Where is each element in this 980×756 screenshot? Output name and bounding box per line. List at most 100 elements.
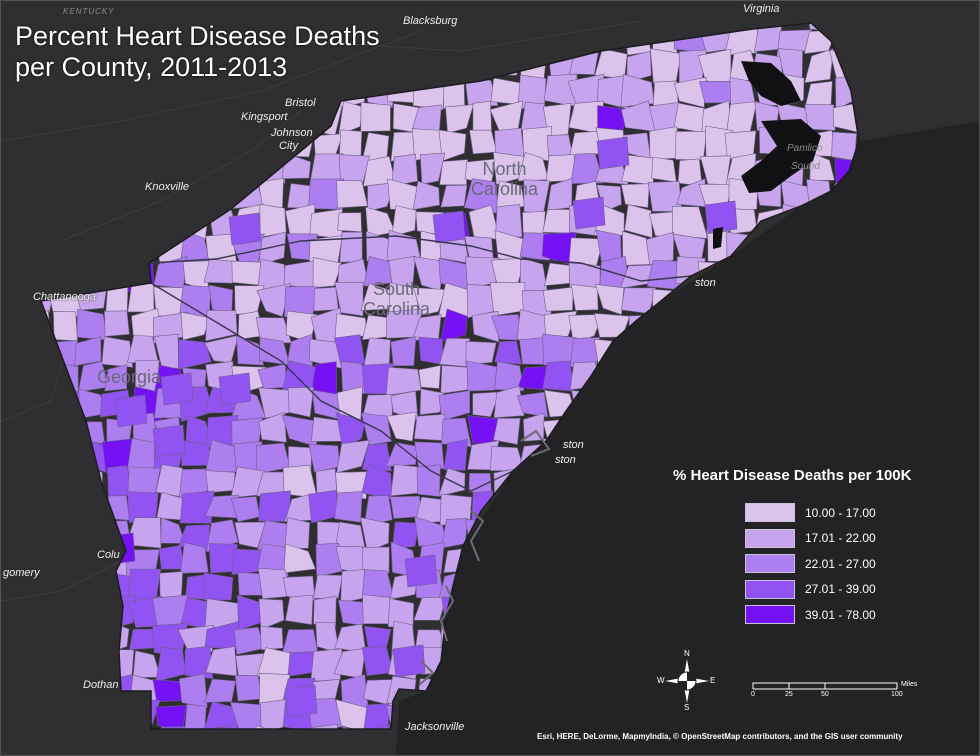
county-polygon[interactable] [205,470,236,493]
county-polygon[interactable] [203,724,239,755]
county-polygon[interactable] [419,152,446,185]
county-polygon[interactable] [418,336,444,366]
county-polygon[interactable] [570,153,605,184]
county-polygon[interactable] [385,442,419,467]
county-polygon[interactable] [570,283,599,311]
county-polygon[interactable] [334,281,364,317]
county-polygon[interactable] [542,286,574,312]
county-polygon[interactable] [284,684,318,718]
county-polygon[interactable] [651,156,677,183]
county-polygon[interactable] [438,390,471,422]
county-polygon[interactable] [392,644,426,678]
county-polygon[interactable] [519,336,547,365]
county-polygon[interactable] [363,703,390,733]
county-polygon[interactable] [645,231,675,266]
county-polygon[interactable] [388,255,416,288]
county-polygon[interactable] [494,340,522,365]
county-polygon[interactable] [178,673,208,708]
county-polygon[interactable] [360,102,391,132]
county-polygon[interactable] [336,180,369,209]
county-polygon[interactable] [308,444,341,473]
county-polygon[interactable] [439,308,468,343]
county-polygon[interactable] [466,360,498,392]
county-polygon[interactable] [542,360,574,392]
county-polygon[interactable] [673,102,706,134]
county-polygon[interactable] [313,286,339,312]
county-polygon[interactable] [516,391,549,418]
county-polygon[interactable] [440,184,468,208]
county-polygon[interactable] [335,521,366,550]
county-polygon[interactable] [155,726,186,755]
county-polygon[interactable] [229,702,266,731]
county-polygon[interactable] [362,546,390,575]
county-polygon[interactable] [472,391,501,418]
county-polygon[interactable] [626,50,652,84]
county-polygon[interactable] [208,284,233,314]
county-polygon[interactable] [517,366,552,391]
county-polygon[interactable] [465,341,497,366]
county-polygon[interactable] [308,178,344,210]
county-polygon[interactable] [258,490,291,522]
county-polygon[interactable] [234,674,263,702]
county-polygon[interactable] [228,212,262,246]
county-polygon[interactable] [391,521,420,550]
county-polygon[interactable] [489,282,526,317]
county-polygon[interactable] [127,491,159,524]
county-polygon[interactable] [258,598,285,630]
county-polygon[interactable] [336,439,370,474]
county-polygon[interactable] [363,495,393,526]
county-polygon[interactable] [313,595,337,628]
county-polygon[interactable] [472,100,492,133]
county-polygon[interactable] [362,337,391,371]
county-polygon[interactable] [831,131,857,161]
county-polygon[interactable] [543,310,578,338]
county-polygon[interactable] [471,310,500,343]
county-polygon[interactable] [493,385,525,419]
county-polygon[interactable] [260,626,284,651]
county-polygon[interactable] [283,543,316,574]
county-polygon[interactable] [361,442,392,472]
county-polygon[interactable] [495,204,523,238]
county-polygon[interactable] [310,723,338,755]
county-polygon[interactable] [104,310,130,337]
county-polygon[interactable] [285,594,314,625]
county-polygon[interactable] [804,104,836,131]
county-polygon[interactable] [184,703,207,732]
county-polygon[interactable] [258,411,287,443]
county-polygon[interactable] [650,48,682,84]
county-polygon[interactable] [418,364,441,389]
county-polygon[interactable] [203,258,237,284]
county-polygon[interactable] [104,364,128,392]
county-polygon[interactable] [673,76,707,108]
county-polygon[interactable] [360,724,390,753]
county-polygon[interactable] [390,336,417,366]
county-polygon[interactable] [404,554,438,588]
county-polygon[interactable] [259,203,287,238]
county-polygon[interactable] [258,231,287,266]
county-polygon[interactable] [419,388,445,416]
county-polygon[interactable] [76,308,108,341]
county-polygon[interactable] [386,411,417,442]
county-polygon[interactable] [412,180,440,211]
county-polygon[interactable] [284,517,310,549]
county-polygon[interactable] [218,372,252,406]
county-polygon[interactable] [160,372,194,406]
county-polygon[interactable] [180,311,211,341]
county-polygon[interactable] [308,698,344,729]
county-polygon[interactable] [180,542,209,574]
county-polygon[interactable] [698,80,735,104]
county-polygon[interactable] [675,131,707,161]
county-polygon[interactable] [445,104,474,134]
county-polygon[interactable] [439,159,469,186]
county-polygon[interactable] [337,212,362,233]
county-polygon[interactable] [339,231,363,263]
county-polygon[interactable] [494,127,525,158]
county-polygon[interactable] [522,211,546,236]
county-polygon[interactable] [438,129,467,162]
county-polygon[interactable] [178,339,212,370]
county-polygon[interactable] [101,336,134,368]
county-polygon[interactable] [74,336,102,367]
county-polygon[interactable] [391,205,417,237]
county-polygon[interactable] [313,574,343,599]
